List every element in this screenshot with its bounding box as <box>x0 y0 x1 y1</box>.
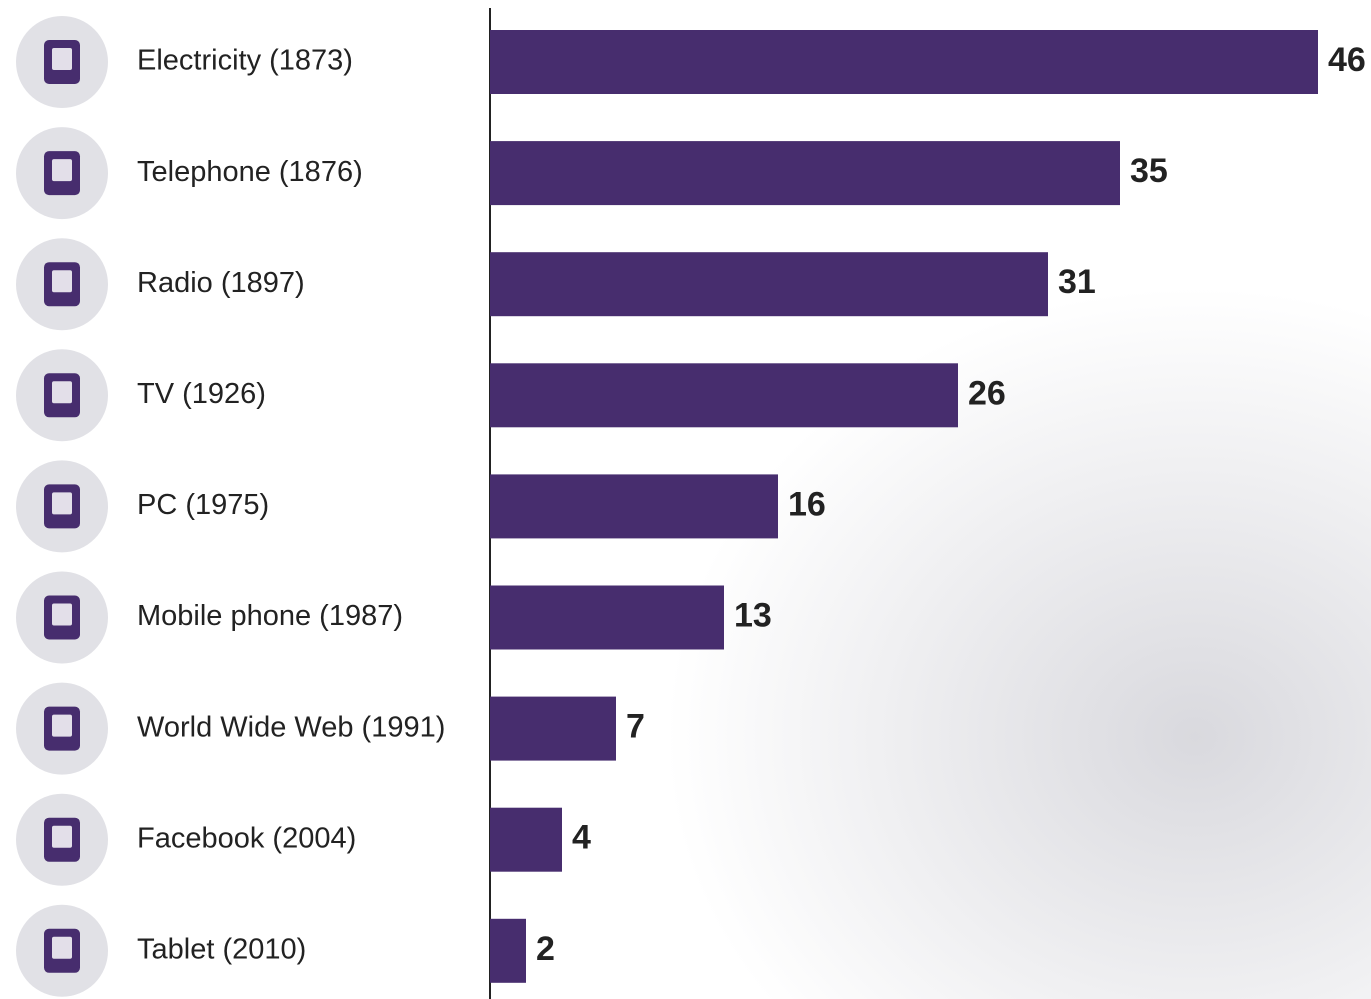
bar <box>490 585 724 650</box>
icon-detail <box>52 603 72 626</box>
value-label: 31 <box>1058 263 1096 301</box>
icon-detail <box>52 825 72 848</box>
bar <box>490 696 616 761</box>
icon-detail <box>52 159 72 182</box>
category-label: Facebook (2004) <box>137 822 356 854</box>
bar <box>490 918 526 983</box>
bar <box>490 30 1318 94</box>
bar <box>490 252 1048 317</box>
icon-detail <box>52 48 72 70</box>
category-label: PC (1975) <box>137 489 269 521</box>
category-label: Mobile phone (1987) <box>137 600 403 632</box>
bar <box>490 363 958 428</box>
icon-detail <box>52 381 72 404</box>
value-label: 7 <box>626 708 645 746</box>
icon-detail <box>52 714 72 737</box>
category-label: Tablet (2010) <box>137 933 306 965</box>
value-label: 46 <box>1328 41 1366 79</box>
value-label: 16 <box>788 485 826 523</box>
icon-detail <box>52 492 72 515</box>
bar <box>490 807 562 872</box>
category-label: Radio (1897) <box>137 267 305 299</box>
value-label: 4 <box>572 819 591 857</box>
category-label: World Wide Web (1991) <box>137 711 445 743</box>
category-label: TV (1926) <box>137 378 266 410</box>
value-label: 26 <box>968 374 1006 412</box>
bar <box>490 474 778 539</box>
category-label: Electricity (1873) <box>137 45 353 77</box>
icon-detail <box>52 936 72 959</box>
category-label: Telephone (1876) <box>137 156 363 188</box>
bar <box>490 141 1120 206</box>
value-label: 2 <box>536 930 555 968</box>
value-label: 13 <box>734 596 772 634</box>
icon-detail <box>52 270 72 293</box>
value-label: 35 <box>1130 152 1168 190</box>
